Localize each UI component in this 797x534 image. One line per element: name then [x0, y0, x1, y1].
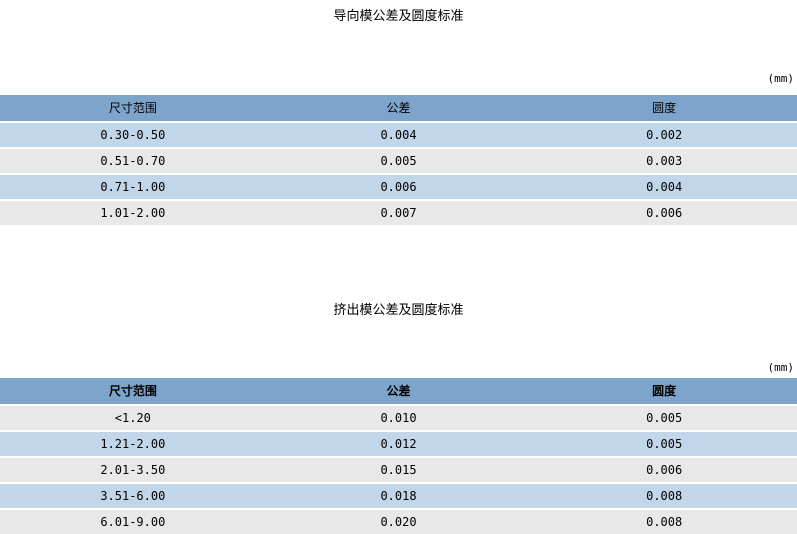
- table-title-guide-die: 导向模公差及圆度标准: [333, 9, 464, 24]
- table-row: 6.01-9.00 0.020 0.008: [0, 510, 797, 534]
- cell-roundness: 0.005: [646, 411, 683, 425]
- table-row: 1.21-2.00 0.012 0.005: [0, 432, 797, 456]
- col-header-size-range: 尺寸范围: [108, 101, 157, 115]
- cell-roundness: 0.002: [646, 128, 683, 142]
- cell-size-range: 0.30-0.50: [100, 128, 166, 142]
- cell-tolerance: 0.015: [380, 463, 417, 477]
- cell-size-range: 1.21-2.00: [100, 437, 166, 451]
- cell-tolerance: 0.006: [380, 180, 417, 194]
- cell-roundness: 0.004: [646, 180, 683, 194]
- cell-tolerance: 0.004: [380, 128, 417, 142]
- extrusion-die-section: 挤出模公差及圆度标准 (mm) 尺寸范围 公差 圆度 <1.20 0.010 0…: [0, 303, 797, 534]
- table-row: 0.30-0.50 0.004 0.002: [0, 123, 797, 147]
- table-header-row: 尺寸范围 公差 圆度: [0, 95, 797, 121]
- cell-size-range: 1.01-2.00: [100, 206, 166, 220]
- table-row: 2.01-3.50 0.015 0.006: [0, 458, 797, 482]
- cell-size-range: 3.51-6.00: [100, 489, 166, 503]
- cell-roundness: 0.005: [646, 437, 683, 451]
- cell-size-range: 2.01-3.50: [100, 463, 166, 477]
- cell-tolerance: 0.010: [380, 411, 417, 425]
- table-row: 3.51-6.00 0.018 0.008: [0, 484, 797, 508]
- col-header-size-range: 尺寸范围: [108, 384, 157, 398]
- col-header-tolerance: 公差: [386, 384, 411, 398]
- cell-size-range: 0.71-1.00: [100, 180, 166, 194]
- col-header-roundness: 圆度: [652, 101, 677, 115]
- cell-tolerance: 0.018: [380, 489, 417, 503]
- cell-tolerance: 0.005: [380, 154, 417, 168]
- table-row: 0.71-1.00 0.006 0.004: [0, 175, 797, 199]
- col-header-roundness: 圆度: [652, 384, 677, 398]
- cell-roundness: 0.003: [646, 154, 683, 168]
- guide-die-table: 尺寸范围 公差 圆度 0.30-0.50 0.004 0.002 0.51-0.…: [0, 95, 797, 225]
- cell-roundness: 0.008: [646, 489, 683, 503]
- col-header-tolerance: 公差: [386, 101, 411, 115]
- table-header-row: 尺寸范围 公差 圆度: [0, 378, 797, 404]
- extrusion-die-table: 尺寸范围 公差 圆度 <1.20 0.010 0.005 1.21-2.00 0…: [0, 378, 797, 534]
- cell-tolerance: 0.007: [380, 206, 417, 220]
- table-row: 1.01-2.00 0.007 0.006: [0, 201, 797, 225]
- cell-size-range: 0.51-0.70: [100, 154, 166, 168]
- table-row: 0.51-0.70 0.005 0.003: [0, 149, 797, 173]
- table-row: <1.20 0.010 0.005: [0, 406, 797, 430]
- cell-roundness: 0.006: [646, 206, 683, 220]
- cell-roundness: 0.006: [646, 463, 683, 477]
- cell-size-range: <1.20: [114, 411, 151, 425]
- unit-label-guide-die: (mm): [767, 72, 795, 85]
- cell-tolerance: 0.012: [380, 437, 417, 451]
- unit-label-extrusion-die: (mm): [767, 361, 795, 374]
- cell-tolerance: 0.020: [380, 515, 417, 529]
- cell-size-range: 6.01-9.00: [100, 515, 166, 529]
- cell-roundness: 0.008: [646, 515, 683, 529]
- table-title-extrusion-die: 挤出模公差及圆度标准: [333, 303, 464, 318]
- guide-die-section: 导向模公差及圆度标准 (mm) 尺寸范围 公差 圆度 0.30-0.50 0.0…: [0, 0, 797, 225]
